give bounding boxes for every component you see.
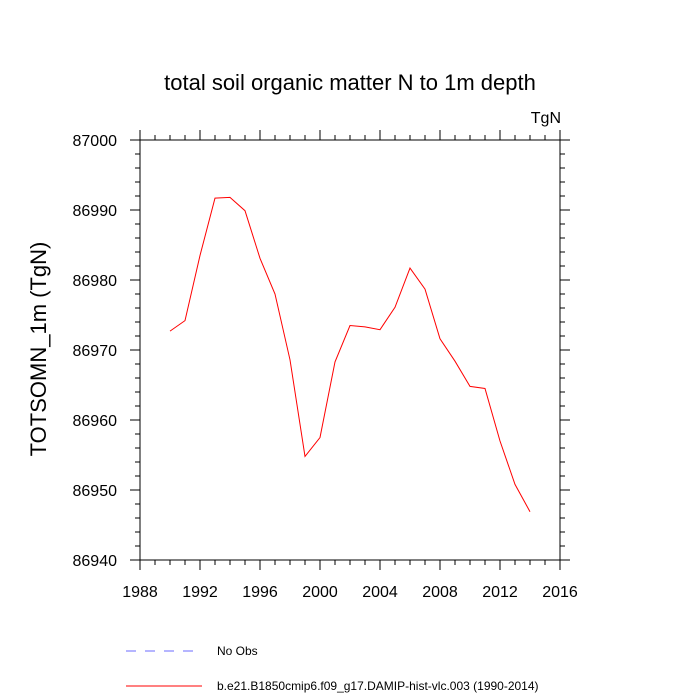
x-axis-ticks xyxy=(139,130,561,570)
x-tick-label: 2004 xyxy=(362,584,398,601)
chart-title: total soil organic matter N to 1m depth xyxy=(164,70,536,95)
x-tick-label: 2016 xyxy=(542,584,578,601)
y-tick-label: 86970 xyxy=(73,343,118,360)
y-tick-label: 86990 xyxy=(73,203,118,220)
x-tick-label: 2012 xyxy=(482,584,518,601)
x-tick-label: 1992 xyxy=(182,584,218,601)
y-tick-label: 87000 xyxy=(73,133,118,150)
plot-frame xyxy=(139,139,561,561)
x-tick-label: 1996 xyxy=(242,584,278,601)
y-tick-label: 86980 xyxy=(73,273,118,290)
series-lines xyxy=(169,196,531,512)
legend-label: b.e21.B1850cmip6.f09_g17.DAMIP-hist-vlc.… xyxy=(217,679,539,693)
x-tick-label: 2000 xyxy=(302,584,338,601)
legend: No Obs b.e21.B1850cmip6.f09_g17.DAMIP-his… xyxy=(126,644,539,693)
y-axis-ticks xyxy=(130,139,570,561)
series-line xyxy=(169,196,531,512)
y-tick-label: 86950 xyxy=(73,483,118,500)
legend-label: No Obs xyxy=(217,644,258,658)
legend-entry: No Obs xyxy=(126,644,258,658)
y-axis-label: TOTSOMN_1m (TgN) xyxy=(26,242,51,457)
y-tick-label: 86960 xyxy=(73,413,118,430)
units-label: TgN xyxy=(531,110,561,127)
y-tick-label: 86940 xyxy=(73,553,118,570)
x-tick-labels: 1988 1992 1996 2000 2004 2008 2012 2016 xyxy=(122,584,578,601)
x-tick-label: 2008 xyxy=(422,584,458,601)
legend-entry: b.e21.B1850cmip6.f09_g17.DAMIP-hist-vlc.… xyxy=(126,679,539,693)
y-tick-labels: 86940 86950 86960 86970 86980 86990 87000 xyxy=(73,133,118,570)
x-tick-label: 1988 xyxy=(122,584,158,601)
